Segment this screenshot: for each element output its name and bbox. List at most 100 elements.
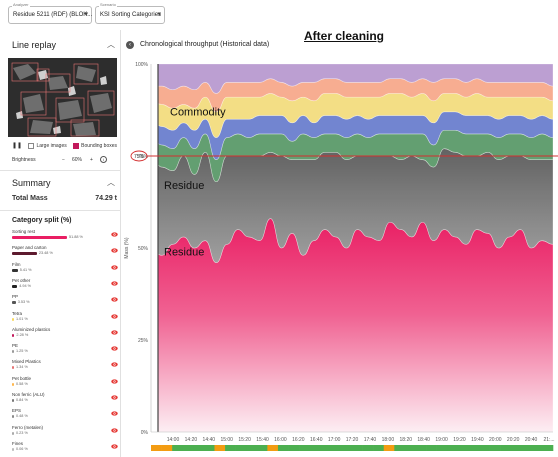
timeline-segment[interactable] [447, 445, 459, 451]
analyzer-select[interactable]: Analyzer Residue 5211 (RDF) (BLOK... ▾ [8, 2, 92, 24]
category-percent: 0.23 % [16, 430, 28, 435]
eye-icon[interactable] [111, 281, 118, 286]
eye-icon[interactable] [111, 297, 118, 302]
large-images-checkbox[interactable] [28, 142, 35, 149]
timeline-segment[interactable] [193, 445, 205, 451]
chevron-up-icon[interactable]: ︿ [107, 40, 115, 49]
eye-icon[interactable] [111, 362, 118, 367]
timeline-segment[interactable] [320, 445, 332, 451]
timeline-segment[interactable] [225, 445, 236, 451]
timeline-segment[interactable] [521, 445, 533, 451]
timeline-segment[interactable] [151, 445, 162, 451]
area-series-1[interactable] [150, 148, 554, 264]
timeline-segment[interactable] [309, 445, 321, 451]
timeline-segment[interactable] [277, 445, 289, 451]
timeline-segment[interactable] [172, 445, 184, 451]
timeline-segment[interactable] [203, 445, 215, 451]
timeline-segment[interactable] [531, 445, 543, 451]
eye-icon[interactable] [111, 264, 118, 270]
timeline-segment[interactable] [330, 445, 342, 451]
timeline-segment[interactable] [182, 445, 194, 451]
category-name: Pet bottle [12, 375, 32, 381]
category-bar [12, 399, 14, 402]
timeline-segment[interactable] [341, 445, 353, 451]
category-item: PP 3.53 % [12, 294, 120, 310]
timeline-segment[interactable] [468, 445, 480, 451]
timeline-segment[interactable] [489, 445, 501, 451]
line-replay-header[interactable]: Line replay ︿ [0, 38, 121, 54]
area-series-3[interactable] [150, 111, 554, 160]
eye-icon[interactable] [111, 395, 118, 400]
pause-icon[interactable]: ❚❚ [12, 143, 23, 149]
throughput-chart[interactable]: 0% 25% 50% 75% 100% Mass (%) 14:00 14:20 14:40 15… [122, 54, 558, 457]
category-name: Mixed Plastics [12, 359, 41, 365]
category-item: Pet other 4.94 % [12, 278, 120, 294]
timeline-segment[interactable] [457, 445, 469, 451]
scenario-select[interactable]: Scenario KSI Sorting Categories ▾ [95, 2, 165, 24]
eye-icon[interactable] [111, 248, 118, 253]
timeline-segment[interactable] [542, 445, 554, 451]
timeline-segment[interactable] [415, 445, 427, 451]
bounding-boxes-checkbox[interactable] [73, 142, 80, 149]
category-name: Non ferric (ALU) [12, 392, 45, 397]
plus-icon[interactable]: + [90, 157, 93, 163]
timeline-segment[interactable] [373, 445, 385, 451]
timeline-segment[interactable] [256, 445, 268, 451]
minus-icon[interactable]: − [62, 157, 65, 163]
area-series-5[interactable] [150, 78, 554, 113]
total-mass-row: Total Mass 74.29 t [12, 195, 117, 205]
category-bar [12, 317, 14, 321]
area-series-4[interactable] [150, 93, 554, 138]
area-series-6[interactable] [150, 63, 554, 94]
top-bar: Analyzer Residue 5211 (RDF) (BLOK... ▾ S… [0, 0, 558, 30]
eye-icon[interactable] [111, 411, 118, 416]
category-percent: 0.48 % [16, 414, 28, 419]
category-percent: 1.01 % [16, 316, 28, 321]
eye-icon[interactable] [111, 313, 118, 319]
category-bar [12, 236, 67, 239]
timeline-segment[interactable] [288, 445, 300, 451]
line-replay-title: Line replay [12, 40, 57, 50]
timeline-segment[interactable] [246, 445, 258, 451]
line-replay-image[interactable] [8, 58, 117, 137]
analyzer-select-label: Analyzer [12, 2, 30, 7]
timeline-segment[interactable] [383, 445, 395, 451]
category-percent: 51.88 % [69, 235, 83, 239]
category-item: EPS 0.48 % [12, 408, 120, 424]
timeline-segment[interactable] [299, 445, 310, 451]
eye-icon[interactable] [111, 427, 118, 433]
category-item: Sorting rest 51.88 % [12, 229, 120, 245]
category-percent: 1.34 % [16, 365, 28, 370]
timeline-segment[interactable] [214, 445, 226, 451]
timeline-segment[interactable] [267, 445, 279, 451]
info-icon[interactable]: i [100, 156, 107, 163]
x-tick-label: 16:40 [310, 437, 323, 443]
timeline-segment[interactable] [394, 445, 406, 451]
eye-icon[interactable] [111, 232, 118, 237]
back-arrow-icon[interactable]: ‹ [126, 41, 134, 49]
category-percent: 0.58 % [16, 381, 28, 386]
x-tick-label: 19:40 [471, 437, 484, 443]
category-name: PE [12, 343, 19, 349]
eye-icon[interactable] [111, 330, 118, 335]
category-item: Paper and carton 23.48 % [12, 245, 120, 261]
timeline-segment[interactable] [362, 445, 374, 451]
timeline-segment[interactable] [404, 445, 416, 451]
timeline-segment[interactable] [426, 445, 437, 451]
timeline-segment[interactable] [161, 445, 173, 451]
timeline-segment[interactable] [510, 445, 522, 451]
eye-icon[interactable] [111, 444, 118, 449]
eye-icon[interactable] [111, 379, 118, 384]
summary-header[interactable]: Summary ︿ [0, 176, 121, 192]
chevron-up-icon[interactable]: ︿ [107, 178, 115, 187]
timeline-segment[interactable] [500, 445, 511, 451]
category-item: Non ferric (ALU) 0.84 % [12, 392, 120, 408]
eye-icon[interactable] [111, 346, 118, 351]
large-images-label: Large images [36, 143, 67, 149]
timeline-segment[interactable] [436, 445, 448, 451]
timeline-segment[interactable] [478, 445, 490, 451]
timeline-segment[interactable] [235, 445, 247, 451]
x-tick-label: 20:20 [507, 437, 520, 443]
chart-annotation: Residue [164, 180, 204, 192]
timeline-segment[interactable] [352, 445, 363, 451]
